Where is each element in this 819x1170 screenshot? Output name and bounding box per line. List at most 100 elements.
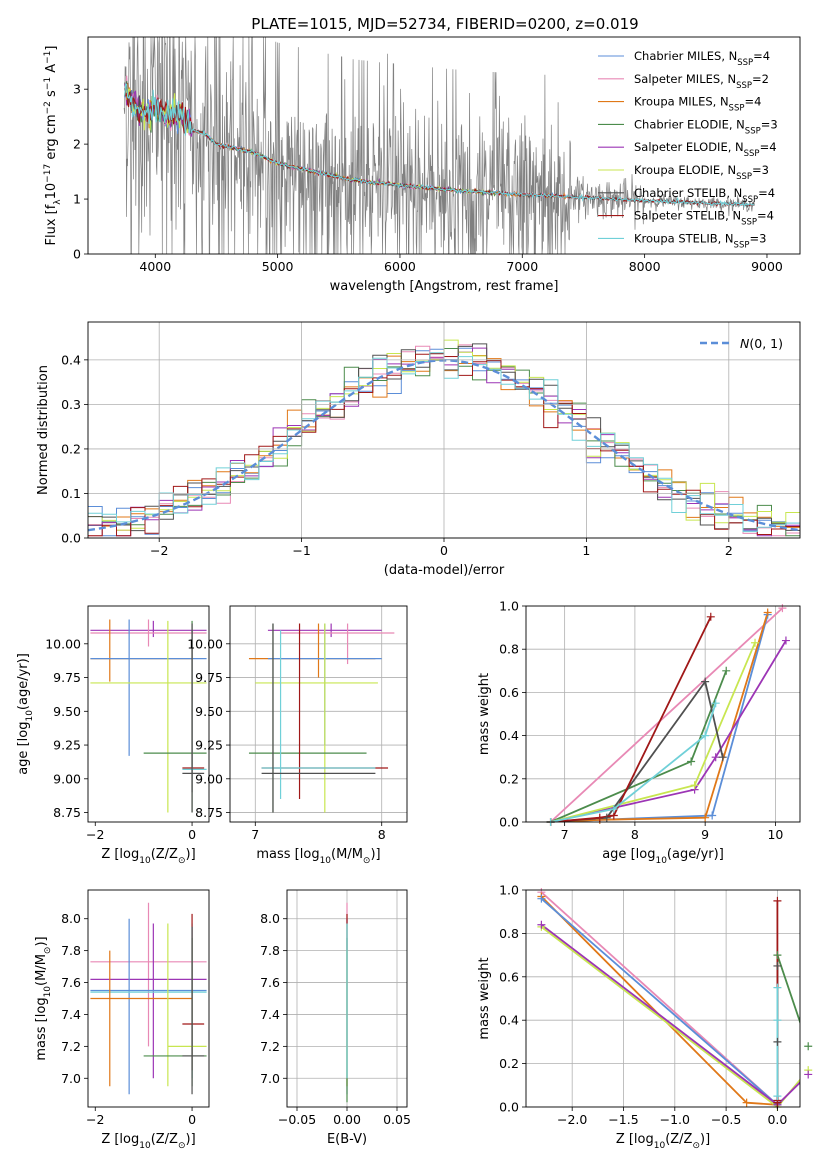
label-part: (Z/Z xyxy=(151,847,178,862)
x-tick-label: 8 xyxy=(378,827,386,842)
point-marker xyxy=(708,811,717,820)
axes-frame xyxy=(87,605,210,823)
label-part: (Z/Z xyxy=(151,1132,178,1147)
label-part: SSP xyxy=(745,126,761,136)
point-marker xyxy=(773,896,782,905)
x-tick-label: 0.0 xyxy=(767,1112,787,1127)
y-axis-label: mass weight xyxy=(477,957,492,1039)
label-part: SSP xyxy=(741,218,757,228)
axes-frame xyxy=(525,889,801,1108)
label-part: Z [log xyxy=(101,1132,139,1147)
label-part: A xyxy=(44,64,59,77)
label-part: Z [log xyxy=(101,847,139,862)
x-tick-label: 1 xyxy=(582,543,590,558)
legend-label: Kroupa STELIB, NSSP=3 xyxy=(634,231,766,250)
weight-line xyxy=(549,607,784,822)
label-part: =4 xyxy=(753,49,770,63)
y-tick-label: 7.0 xyxy=(61,1071,81,1086)
label-part: Chabrier ELODIE, N xyxy=(634,117,745,131)
x-tick-label: −0.05 xyxy=(278,1112,316,1127)
label-part: =4 xyxy=(744,95,761,109)
point-marker xyxy=(742,1098,751,1107)
y-tick-label: 9.25 xyxy=(53,738,81,753)
plot-area xyxy=(526,890,800,1107)
point-marker xyxy=(804,1042,813,1051)
label-part: (Z/Z xyxy=(665,1132,692,1147)
label-part: =4 xyxy=(760,140,777,154)
x-tick-label: 7000 xyxy=(506,259,538,274)
label-part: =3 xyxy=(749,231,766,245)
point-marker xyxy=(773,983,782,992)
y-tick-label: 1.0 xyxy=(499,599,519,614)
plot-area xyxy=(90,619,207,813)
x-tick-label: 0 xyxy=(440,543,448,558)
label-part: (M/M xyxy=(331,847,363,862)
weight-line xyxy=(540,926,800,1107)
label-part: 10 xyxy=(654,1141,666,1151)
x-axis-label: wavelength [Angstrom, rest frame] xyxy=(330,279,559,294)
label-part: s xyxy=(44,90,59,101)
y-tick-label: 2 xyxy=(73,137,81,152)
label-part: −1 xyxy=(43,77,53,90)
axes-frame xyxy=(87,889,210,1108)
label-part: Flux [f xyxy=(44,204,59,245)
x-tick-label: −2 xyxy=(86,827,104,842)
legend-label: Kroupa MILES, NSSP=4 xyxy=(634,95,761,114)
panel-residuals: −2 −1 0 1 2 0.0 0.1 0.2 0.3 0.4 (data-model)/error… xyxy=(36,321,801,578)
label-part: ] xyxy=(44,46,59,51)
x-tick-label: 6000 xyxy=(384,259,416,274)
x-tick-label: 0.00 xyxy=(333,1112,361,1127)
point-marker xyxy=(711,753,720,762)
point-marker xyxy=(722,666,731,675)
label-part: 10 xyxy=(139,856,151,866)
panel-weight-vs-Z: −2.0 −1.5 −1.0 −0.5 0.0 0.0 0.2 0.4 0.6 0.8 1.0 Z [… xyxy=(477,883,813,1151)
label-part: =2 xyxy=(752,72,769,86)
label-part: age [log xyxy=(16,722,31,775)
y-tick-label: 0.1 xyxy=(61,486,81,501)
label-part: Chabrier MILES, N xyxy=(634,49,737,63)
point-marker xyxy=(751,638,760,647)
label-part: 10 xyxy=(43,986,53,998)
label-part: =4 xyxy=(758,186,775,200)
label-part: 10 xyxy=(44,183,59,200)
weight-line xyxy=(550,702,717,822)
panel-mass-vs-Z: −2 07.07.27.47.67.88.0Z [log10(Z/Z⊙)]mass… xyxy=(34,889,210,1151)
x-tick-label: 8 xyxy=(631,827,639,842)
y-tick-label: 9.50 xyxy=(195,704,223,719)
point-marker xyxy=(595,813,604,822)
y-tick-label: 7.2 xyxy=(260,1039,280,1054)
x-tick-label: 10 xyxy=(767,827,783,842)
y-tick-label: 8.75 xyxy=(53,805,81,820)
label-part: N xyxy=(740,336,750,351)
legend-label: N(0, 1) xyxy=(740,336,783,351)
point-marker xyxy=(773,951,782,960)
x-axis-label: E(B-V) xyxy=(327,1132,367,1147)
x-tick-label: 7 xyxy=(251,827,259,842)
label-part: Salpeter STELIB, N xyxy=(634,209,741,223)
plot-area xyxy=(230,606,407,822)
label-part: mass [log xyxy=(256,847,319,862)
label-part: Kroupa STELIB, N xyxy=(634,231,734,245)
label-part: ⊙ xyxy=(178,856,186,866)
point-marker xyxy=(537,920,546,929)
label-part: SSP xyxy=(736,81,752,91)
point-marker xyxy=(690,781,699,790)
label-part: =4 xyxy=(757,209,774,223)
y-tick-label: 9.00 xyxy=(53,771,81,786)
y-tick-label: 7.4 xyxy=(61,1007,81,1022)
label-part: SSP xyxy=(734,240,750,250)
x-axis-label: Z [log10(Z/Z⊙)] xyxy=(101,1132,195,1151)
y-tick-label: 0.8 xyxy=(499,642,519,657)
label-part: ⊙ xyxy=(363,856,371,866)
y-axis-label: Normed distribution xyxy=(36,365,51,495)
x-tick-label: −1.0 xyxy=(660,1112,690,1127)
y-tick-label: 8.0 xyxy=(61,911,81,926)
y-tick-label: 0.3 xyxy=(61,397,81,412)
label-part: SSP xyxy=(744,149,760,159)
point-marker xyxy=(687,757,696,766)
label-part: =3 xyxy=(752,163,769,177)
y-tick-label: 0.2 xyxy=(61,441,81,456)
x-tick-label: 0 xyxy=(188,827,196,842)
label-part: =3 xyxy=(761,117,778,131)
